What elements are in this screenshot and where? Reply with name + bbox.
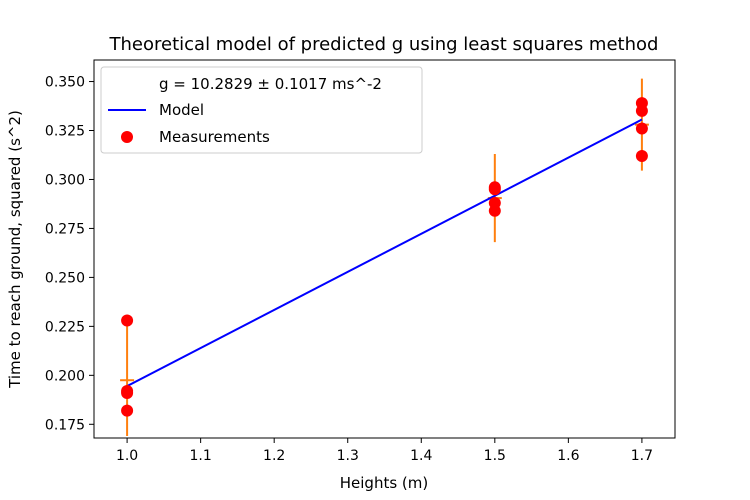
model-layer [126,118,643,387]
plot-frame [93,59,676,439]
x-tick-label-4: 1.4 [410,448,432,464]
x-axis-ticks: 1.0 1.1 1.2 1.3 1.4 1.5 1.6 1.7 [116,438,653,464]
legend-annotation: g = 10.2829 ± 0.1017 ms^-2 [159,75,382,93]
x-tick-label-1: 1.1 [190,448,212,464]
y-tick-label-0: 0.175 [45,417,85,433]
x-tick-label-2: 1.2 [263,448,285,464]
measurement-point-3 [121,404,134,417]
measurement-point-9 [635,104,648,117]
y-axis-label: Time to reach ground, squared (s^2) [6,110,24,389]
chart-title: Theoretical model of predicted g using l… [109,34,659,55]
measurement-point-11 [635,149,648,162]
legend-box [100,66,423,154]
y-tick-label-1: 0.200 [45,368,85,384]
legend: g = 10.2829 ± 0.1017 ms^-2 Model Measure… [100,66,423,154]
measurement-points [121,97,648,417]
y-tick-label-3: 0.250 [45,270,85,286]
y-tick-label-5: 0.300 [45,172,85,188]
y-tick-label-7: 0.350 [45,75,85,91]
y-tick-label-4: 0.275 [45,221,85,237]
legend-model-label: Model [159,101,204,119]
x-tick-label-6: 1.6 [557,448,579,464]
y-tick-label-6: 0.325 [45,124,85,140]
measurement-point-7 [488,204,501,217]
measurement-point-2 [121,386,134,399]
model-line [126,118,643,387]
x-axis-label: Heights (m) [340,474,428,492]
y-axis-ticks: 0.175 0.200 0.225 0.250 0.275 0.300 0.325 0.350 [45,75,94,433]
measurement-point-0 [121,314,134,327]
legend-measurements-swatch [121,131,133,143]
y-tick-label-2: 0.225 [45,319,85,335]
x-tick-label-7: 1.7 [631,448,653,464]
measurement-point-5 [488,183,501,196]
x-tick-label-5: 1.5 [484,448,506,464]
measurement-point-10 [635,122,648,135]
x-tick-label-3: 1.3 [337,448,359,464]
legend-measurements-label: Measurements [159,128,270,146]
x-tick-label-0: 1.0 [116,448,138,464]
